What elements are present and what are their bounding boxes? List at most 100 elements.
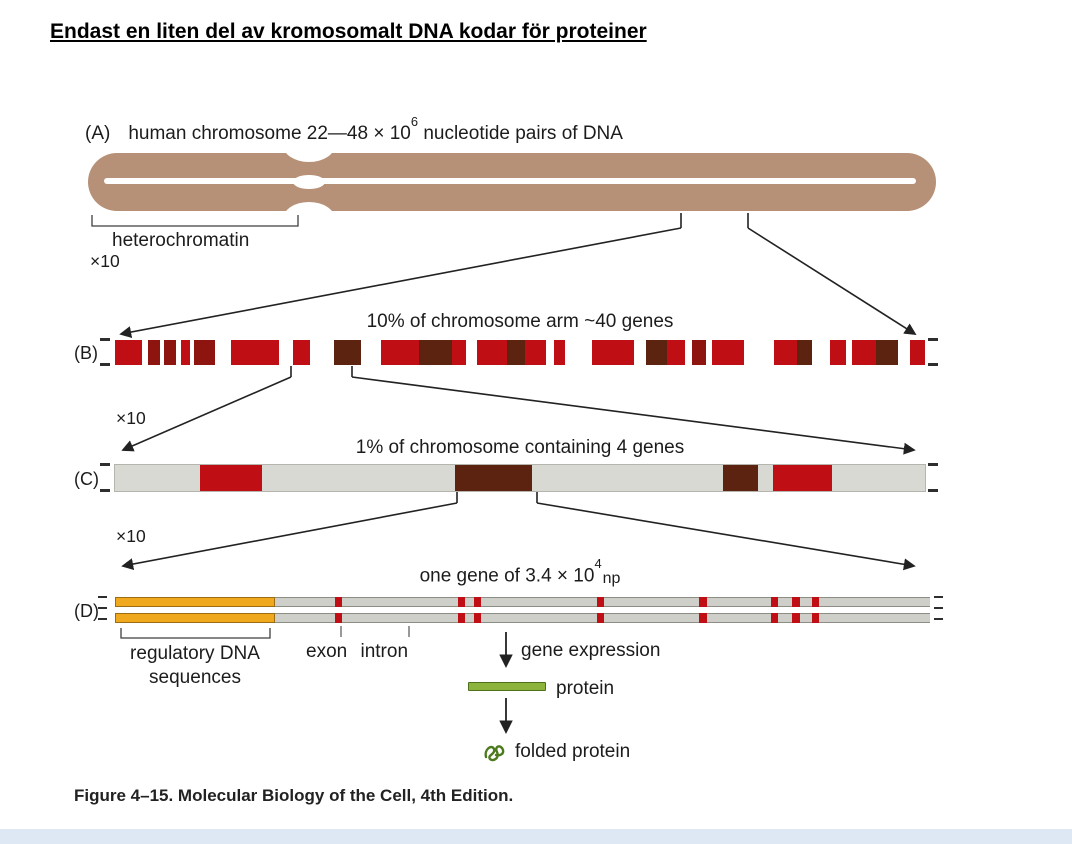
gene-bar (115, 596, 930, 624)
folded-protein-row: folded protein (482, 740, 630, 764)
bar-segment-red (553, 340, 566, 365)
zoom-x10-label-3: ×10 (116, 526, 146, 546)
exon-mark (458, 612, 466, 624)
panel-b-title: 10% of chromosome arm ~40 genes (366, 311, 674, 332)
bar-segment-white (705, 340, 712, 365)
exon-mark (811, 596, 820, 608)
protein-label: protein (556, 678, 615, 699)
panel-a-heading: (A) human chromosome 22—48 × 106 nucleoti… (85, 114, 623, 146)
continuation-dash (98, 618, 107, 620)
panel-d-title: one gene of 3.4 × 104np (115, 556, 925, 588)
bar-segment-red (774, 340, 797, 365)
bottom-strip (0, 829, 1072, 844)
bar-segment-white (176, 340, 181, 365)
bar-segment-red (292, 340, 311, 365)
exon-mark (335, 612, 343, 624)
panel-d-title-pre: one gene of 3.4 × 10 (419, 565, 595, 587)
continuation-dash (98, 607, 107, 609)
zoom-x10-label-1: ×10 (90, 251, 120, 271)
bar-segment-dark (164, 340, 177, 365)
panel-a-label: (A) (85, 123, 111, 145)
figure-caption: Figure 4–15. Molecular Biology of the Ce… (74, 786, 514, 805)
regulatory-region (115, 612, 275, 624)
dna-strand-upper (115, 596, 930, 608)
exon-intron-ticks (340, 626, 410, 637)
bar-segment-white (310, 340, 335, 365)
bar-segment-gray (532, 465, 723, 491)
bar-segment-brown (455, 465, 532, 491)
bar-segment-white (634, 340, 647, 365)
gene-expression-label: gene expression (521, 640, 661, 661)
page-title: Endast en liten del av kromosomalt DNA k… (50, 20, 647, 43)
bar-segment-brown (723, 465, 758, 491)
bar-segment-dark (147, 340, 160, 365)
bar-segment-red (200, 465, 262, 491)
bar-segment-red (525, 340, 547, 365)
continuation-dash (928, 463, 938, 466)
bar-segment-red (592, 340, 635, 365)
bar-segment-brown (419, 340, 453, 365)
bar-segment-red (666, 340, 685, 365)
bar-segment-brown (646, 340, 667, 365)
continuation-dash (934, 618, 943, 620)
bar-segment-white (684, 340, 693, 365)
bar-segment-red (180, 340, 190, 365)
continuation-dash (100, 338, 110, 341)
dna-strand-lower (115, 612, 930, 624)
bar-segment-white (159, 340, 165, 365)
bar-segment-white (214, 340, 232, 365)
regulatory-dna-line1: regulatory DNA (130, 643, 260, 664)
exon-mark (792, 596, 800, 608)
continuation-dash (928, 489, 938, 492)
bar-segment-red (231, 340, 280, 365)
bar-segment-red (115, 340, 142, 365)
exon-mark (335, 596, 343, 608)
bar-segment-gray (115, 465, 200, 491)
exon-mark (596, 596, 604, 608)
heterochromatin-label: heterochromatin (112, 230, 250, 251)
panel-a-heading-exponent: 6 (410, 113, 419, 129)
bar-segment-red (910, 340, 925, 365)
bar-segment-red (477, 340, 508, 365)
bar-segment-white (189, 340, 195, 365)
bar-segment-red (851, 340, 876, 365)
continuation-dash (928, 338, 938, 341)
bar-segment-dark (194, 340, 215, 365)
bar-segment-gray (758, 465, 773, 491)
panel-d-label: (D) (74, 601, 99, 621)
exon-mark (596, 612, 604, 624)
bar-segment-white (546, 340, 554, 365)
continuation-dash (98, 596, 107, 598)
exon-mark (699, 596, 707, 608)
zoom-x10-label-2: ×10 (116, 408, 146, 428)
exon-mark (699, 612, 707, 624)
bar-segment-white (744, 340, 775, 365)
regulatory-bracket (120, 628, 271, 639)
continuation-dash (934, 596, 943, 598)
bar-segment-red (829, 340, 846, 365)
bar-segment-brown (875, 340, 899, 365)
chromosome-segment-bar (114, 464, 926, 492)
bar-segment-white (465, 340, 478, 365)
bar-segment-white (898, 340, 911, 365)
continuation-dash (100, 363, 110, 366)
bar-segment-gray (832, 465, 925, 491)
exon-mark (458, 596, 466, 608)
panel-c-title: 1% of chromosome containing 4 genes (355, 437, 685, 458)
panel-c-label: (C) (74, 469, 99, 489)
panel-a-heading-pre: human chromosome 22—48 × 10 (128, 123, 411, 145)
heterochromatin-bracket (91, 215, 299, 227)
folded-protein-label: folded protein (515, 741, 631, 762)
protein-bar (468, 682, 546, 691)
exon-mark (811, 612, 820, 624)
bar-segment-brown (507, 340, 526, 365)
exon-intron-label: exon intron (306, 641, 409, 662)
bar-segment-red (773, 465, 832, 491)
continuation-dash (100, 463, 110, 466)
exon-mark (792, 612, 800, 624)
panel-b-label: (B) (74, 343, 98, 363)
regulatory-dna-label: regulatory DNA sequences (100, 642, 290, 690)
bar-segment-white (845, 340, 852, 365)
exon-mark (473, 596, 481, 608)
panel-d-title-exponent: 4 (594, 555, 602, 571)
